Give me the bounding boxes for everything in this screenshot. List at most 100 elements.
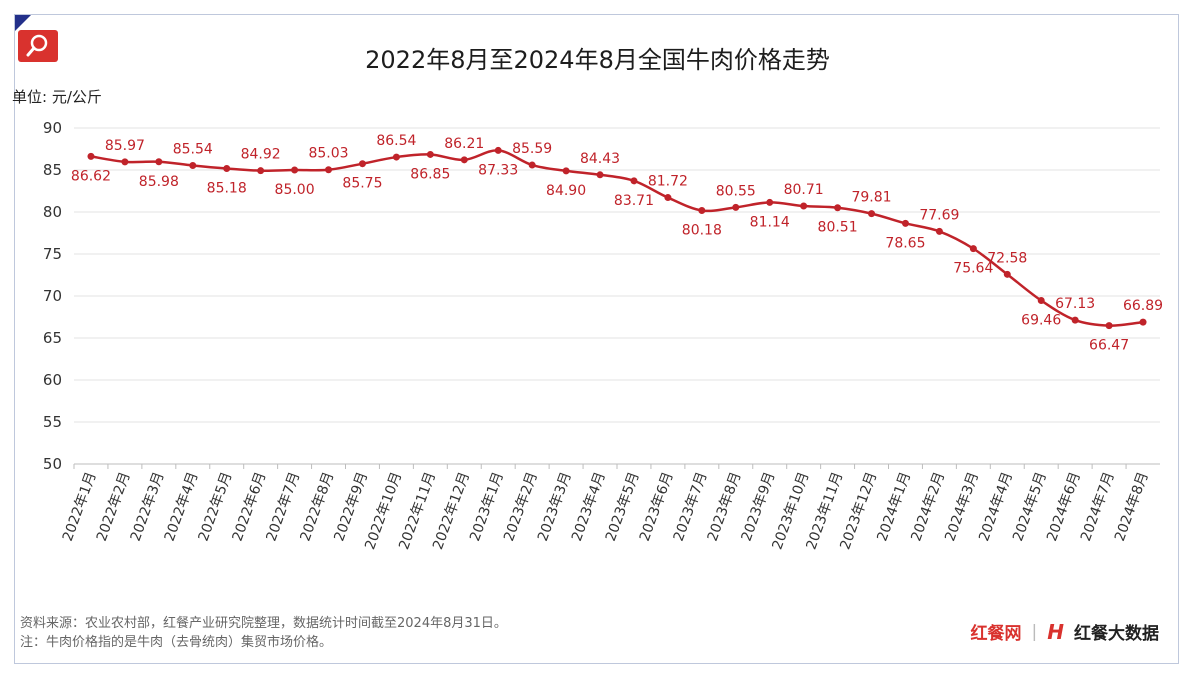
x-tick-label: 2022年4月 [162, 470, 202, 544]
data-point [1105, 322, 1113, 330]
y-tick-label: 50 [43, 455, 62, 473]
data-point [935, 227, 943, 235]
data-point [392, 153, 400, 161]
data-label: 81.14 [750, 214, 790, 230]
x-tick-label: 2023年5月 [603, 470, 643, 544]
y-tick-label: 75 [43, 245, 62, 263]
data-point [1139, 318, 1147, 326]
data-label: 86.54 [376, 133, 416, 149]
search-magnifier-icon [18, 30, 58, 62]
brand-name-2: 红餐大数据 [1074, 624, 1159, 644]
y-tick-label: 60 [43, 371, 62, 389]
data-label: 85.54 [173, 141, 213, 157]
note-footnote: 注：牛肉价格指的是牛肉（去骨统肉）集贸市场价格。 [20, 635, 333, 650]
h-logo-icon: H [1047, 619, 1064, 644]
x-tick-label: 2024年4月 [976, 470, 1016, 544]
x-tick-label: 2022年8月 [297, 470, 337, 544]
data-label: 85.98 [139, 174, 179, 190]
brand-separator: | [1031, 621, 1038, 642]
x-tick-label: 2023年4月 [569, 470, 609, 544]
data-point [155, 158, 163, 166]
data-point [698, 206, 706, 214]
series-line [90, 149, 1144, 327]
data-label: 85.97 [105, 138, 145, 154]
data-point [901, 219, 909, 227]
unit-label: 单位: 元/公斤 [12, 88, 102, 106]
data-point [1071, 316, 1079, 324]
x-tick-label: 2023年9月 [739, 470, 779, 544]
data-label: 86.85 [410, 166, 450, 182]
y-axis-ticks: 50 55 60 65 70 75 80 85 90 [43, 119, 62, 473]
data-point [494, 146, 502, 154]
data-label: 78.65 [885, 235, 925, 251]
data-point [664, 194, 672, 202]
y-tick-label: 80 [43, 203, 62, 221]
data-point [426, 150, 434, 158]
x-tick-label: 2024年5月 [1010, 470, 1050, 544]
data-point [358, 160, 366, 168]
data-label: 85.18 [207, 180, 247, 196]
data-label: 87.33 [478, 162, 518, 178]
x-tick-label: 2022年5月 [196, 470, 236, 544]
data-label: 75.64 [953, 261, 993, 277]
x-tick-label: 2023年3月 [535, 470, 575, 544]
x-tick-label: 2023年7月 [671, 470, 711, 544]
data-point [528, 161, 536, 169]
data-label: 85.03 [308, 146, 348, 162]
corner-accent [15, 15, 31, 31]
y-tick-label: 90 [43, 119, 62, 137]
x-tick-label: 2022年1月 [60, 470, 100, 544]
x-tick-label: 2024年6月 [1044, 470, 1084, 544]
x-tick-label: 2023年2月 [501, 470, 541, 544]
data-label: 80.51 [818, 220, 858, 236]
grid-lines [74, 127, 1160, 465]
data-point [766, 198, 774, 206]
data-point [732, 203, 740, 211]
brand-block: 红餐网 | H 红餐大数据 [971, 619, 1159, 645]
data-point [87, 152, 95, 160]
chart-frame [14, 14, 1179, 664]
data-point [868, 210, 876, 218]
data-label: 86.62 [71, 168, 111, 184]
data-label: 77.69 [919, 207, 959, 223]
data-point [969, 245, 977, 253]
x-tick-label: 2022年9月 [331, 470, 371, 544]
data-label: 80.18 [682, 222, 722, 238]
x-tick-label: 2024年8月 [1112, 470, 1152, 544]
data-label: 79.81 [851, 190, 891, 206]
data-label: 80.55 [716, 183, 756, 199]
data-point [189, 161, 197, 169]
data-point [800, 202, 808, 210]
data-point [630, 177, 638, 185]
y-tick-label: 55 [43, 413, 62, 431]
x-axis-ticks: 2022年1月2022年2月2022年3月2022年4月2022年5月2022年… [60, 464, 1152, 552]
x-tick-label: 2022年6月 [230, 470, 270, 544]
data-label: 84.43 [580, 151, 620, 167]
data-label: 67.13 [1055, 296, 1095, 312]
x-tick-label: 2024年2月 [908, 470, 948, 544]
data-point [325, 166, 333, 174]
data-label: 69.46 [1021, 313, 1061, 329]
x-tick-label: 2024年1月 [874, 470, 914, 544]
data-labels: 86.62 85.97 85.98 85.54 85.18 84.92 85.00 85.03… [71, 133, 1163, 354]
x-tick-label: 2023年1月 [467, 470, 507, 544]
data-label: 85.75 [342, 176, 382, 192]
data-point [1037, 297, 1045, 305]
chart-title: 2022年8月至2024年8月全国牛肉价格走势 [365, 46, 830, 74]
data-label: 86.21 [444, 136, 484, 152]
data-label: 80.71 [784, 182, 824, 198]
y-tick-label: 65 [43, 329, 62, 347]
data-label: 85.59 [512, 141, 552, 157]
data-label: 84.92 [241, 147, 281, 163]
x-tick-label: 2024年3月 [942, 470, 982, 544]
data-label: 85.00 [275, 182, 315, 198]
data-point [223, 164, 231, 172]
data-point [460, 156, 468, 164]
data-label: 72.58 [987, 250, 1027, 266]
x-tick-label: 2024年7月 [1078, 470, 1118, 544]
data-point [1003, 270, 1011, 278]
data-point [596, 171, 604, 179]
data-point [257, 167, 265, 175]
data-label: 83.71 [614, 193, 654, 209]
